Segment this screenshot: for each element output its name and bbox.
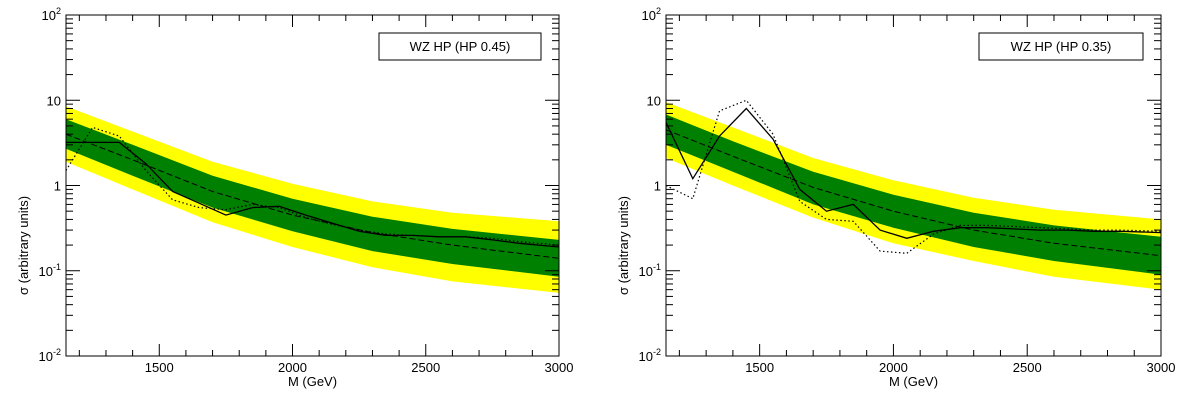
plot-area xyxy=(666,99,1161,290)
x-tick-label: 3000 xyxy=(545,360,574,375)
y-tick-label: 10-2 xyxy=(639,347,661,364)
x-tick-label: 2500 xyxy=(411,360,440,375)
y-tick-label: 102 xyxy=(42,6,61,23)
band-1sigma xyxy=(666,114,1161,275)
y-tick-label: 10-1 xyxy=(639,262,661,279)
label-box-text: WZ HP (HP 0.45) xyxy=(410,39,511,54)
x-tick-label: 2000 xyxy=(879,360,908,375)
x-tick-label: 3000 xyxy=(1147,360,1176,375)
y-axis-title: σ (arbitrary units) xyxy=(616,196,631,295)
observed-alt-line xyxy=(666,99,1161,254)
x-axis-title: M (GeV) xyxy=(889,374,938,389)
y-tick-label: 102 xyxy=(642,6,661,23)
y-tick-label: 10-2 xyxy=(39,347,61,364)
chart-panel-right: 1500 2000 2500 3000 10-2 10-1 1 10 102 M (GeV) σ (… xyxy=(616,6,1175,389)
band-1sigma xyxy=(66,119,559,277)
x-tick-label: 2500 xyxy=(1013,360,1042,375)
chart-panel-left: 1500 2000 2500 3000 10-2 10-1 1 10 102 M (GeV) σ (… xyxy=(16,6,573,389)
x-tick-label: 1500 xyxy=(145,360,174,375)
y-tick-label: 1 xyxy=(54,179,61,194)
x-axis-title: M (GeV) xyxy=(288,374,337,389)
observed-line xyxy=(666,107,1161,239)
expected-line xyxy=(666,129,1161,257)
y-tick-label: 1 xyxy=(654,179,661,194)
y-tick-label: 10 xyxy=(647,93,661,108)
x-tick-label: 2000 xyxy=(278,360,307,375)
plot-area xyxy=(66,106,559,293)
x-tick-label: 1500 xyxy=(745,360,774,375)
label-box xyxy=(378,32,542,61)
y-tick-label: 10 xyxy=(47,93,61,108)
y-tick-label: 10-1 xyxy=(39,262,61,279)
observed-line xyxy=(66,141,559,248)
y-axis-title: σ (arbitrary units) xyxy=(16,196,31,295)
label-box xyxy=(978,32,1144,61)
label-box-text: WZ HP (HP 0.35) xyxy=(1011,39,1112,54)
